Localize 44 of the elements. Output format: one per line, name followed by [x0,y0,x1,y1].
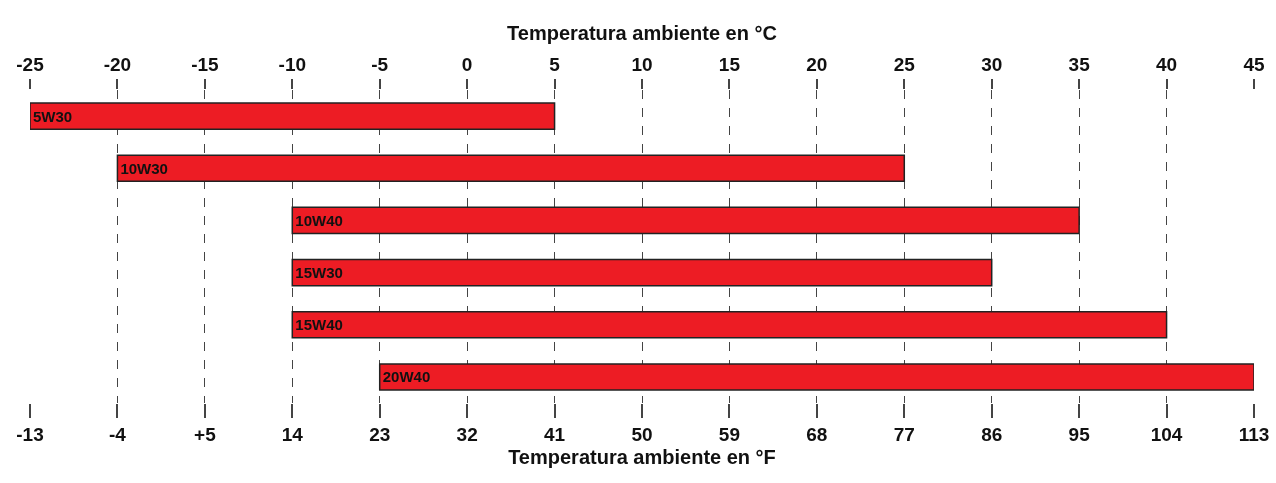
x2-tick-label: 59 [718,423,740,445]
x2-axis-title: Temperatura ambiente en °F [508,446,776,469]
x2-tick-label: 77 [893,423,915,445]
x-tick-label: -25 [16,54,45,76]
y-tick-label: 5W30 [33,107,73,125]
bar [378,363,1254,391]
x2-tick-label: -13 [16,423,44,445]
x-tick-label: 40 [1156,54,1178,76]
x-tick-label: -5 [371,54,389,76]
x2-tick-label: 86 [981,423,1003,445]
x2-tick-label: 50 [631,423,653,445]
y-tick-label: 15W40 [295,316,343,334]
y-tick-label: 15W30 [295,264,343,282]
bar [291,310,1168,339]
x-tick-label: 15 [718,54,741,76]
y-tick-label: 10W40 [295,211,343,229]
x2-tick-label: 41 [544,423,566,445]
x-tick-label: -15 [191,54,220,76]
x2-tick-label: 32 [456,423,478,445]
x-tick-label: -20 [103,54,132,76]
x-tick-label: -10 [278,54,307,76]
x-tick-label: 0 [461,54,473,76]
bar [30,102,556,130]
y-tick-label: 20W40 [382,368,431,386]
x2-tick-label: 113 [1238,423,1270,445]
x2-tick-label: 104 [1150,423,1183,445]
x2-tick-label: 68 [806,423,828,445]
x-tick-label: 35 [1068,54,1091,76]
x-tick-label: 30 [981,54,1003,76]
x2-tick-label: -4 [108,423,127,445]
x-tick-label: 10 [631,54,653,76]
y-tick-label: 10W30 [120,159,168,177]
bar [291,206,1080,235]
bar [116,154,906,183]
x2-tick-label: 95 [1068,423,1091,445]
x2-tick-label: +5 [194,423,217,445]
x-axis-title: Temperatura ambiente en °C [507,21,777,44]
x-tick-label: 20 [806,54,828,76]
x2-tick-label: 14 [281,423,304,445]
x2-tick-label: 23 [369,423,391,445]
x-tick-label: 5 [549,54,561,76]
bar [291,258,993,287]
x-tick-label: 45 [1243,54,1265,76]
x-tick-label: 25 [893,54,916,76]
